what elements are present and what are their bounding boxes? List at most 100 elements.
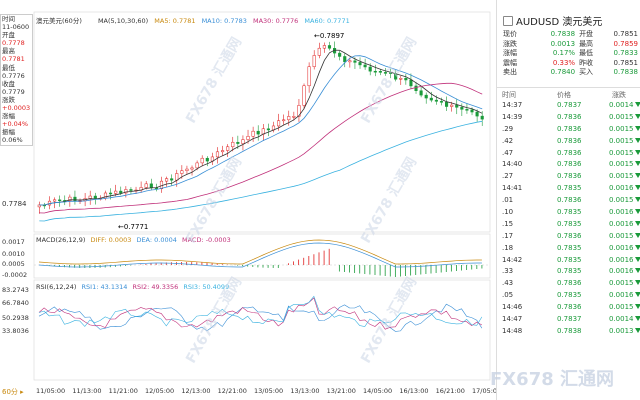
rsi-label: RSI(6,12,24) [36,283,77,291]
chart-area[interactable]: ←0.7897 ←0.7771 0.7784 0.0017 0.0010 0.0005 -0… [0,0,496,400]
candle-body [149,183,153,189]
info-value: 0.7779 [2,87,25,96]
trade-header-change: 涨跌 [612,91,626,99]
candle-body [470,109,474,113]
trade-price: 0.7835 [557,184,582,193]
window-icon[interactable] [503,16,513,26]
trade-price: 0.7837 [557,315,582,324]
quote-value: 0.7838 [613,68,639,77]
candle-body [221,150,225,153]
candle-body [480,115,484,120]
candle-body [475,111,479,117]
candle-body [327,45,332,49]
candle-body [368,66,372,72]
trade-price: 0.7836 [557,231,582,240]
candle-body [373,70,377,73]
trade-price: 0.7836 [557,112,582,121]
trade-row: .42 0.7836 0.0015 [497,136,640,148]
candle-body [114,190,118,194]
trade-row: 14:41 0.7835 0.0016 [497,183,640,195]
trade-price: 0.7837 [557,101,582,109]
trade-change: 0.0015 [609,231,640,243]
trade-list[interactable]: 14:37 0.7837 0.0014 14:39 0.7836 0.0015 .29 0.7… [497,100,640,338]
candle-body [450,104,454,107]
trade-row: .05 0.7835 0.0016 [497,290,640,302]
trade-time: .29 [502,124,514,133]
main-panel-frame [33,11,491,233]
info-value: 0.7778 [2,39,25,48]
candle-body [144,183,148,188]
x-axis-label: 12/21:00 [218,387,247,395]
candle-body [297,105,301,117]
candle-body [358,62,362,66]
candlestick-chart[interactable]: ←0.7897 ←0.7771 0.7784 0.0017 0.0010 0.0005 -0… [0,0,496,400]
candle-body [175,173,179,181]
trade-row: .47 0.7836 0.0015 [497,148,640,160]
trade-row: 14:37 0.7837 0.0014 [497,100,640,112]
low-annotation: ←0.7771 [118,223,148,231]
instrument-name: 澳元美元 [36,17,62,25]
trade-price: 0.7836 [557,172,582,181]
candle-body [424,94,428,99]
down-arrow-icon [634,316,640,322]
quote-value: 0.7851 [613,58,639,67]
trade-row: 14:42 0.7835 0.0016 [497,255,640,267]
candle-body [338,52,342,57]
quote-value: 0.0013 [550,39,576,48]
candle-body [236,141,240,144]
ma10-value: MA10: 0.7783 [201,17,247,25]
down-arrow-icon [634,268,640,274]
candle-body [226,146,230,151]
trade-time: 14:47 [502,315,523,324]
trade-change: 0.0015 [609,171,640,183]
ma30-value: MA30: 0.7776 [252,17,299,25]
candle-body [159,180,164,190]
trade-price: 0.7836 [557,279,582,288]
rsi-axis-label: 50.2938 [2,314,29,322]
x-axis-label: 13/13:00 [290,387,319,395]
candle-body [124,189,128,194]
quote-label: 开盘 [579,30,594,38]
high-annotation: ←0.7897 [314,32,344,40]
candle-body [241,139,245,144]
candle-body [322,45,326,49]
quote-table: 现价 0.7838 开盘 0.7851 涨跌 0.0013 最高 0.7859 涨幅 0.17% 最… [501,30,640,78]
candle-body [88,195,92,199]
ma60-value: MA60: 0.7771 [304,17,350,25]
trade-price: 0.7836 [557,160,582,169]
quote-value: 0.7840 [550,68,576,77]
info-label: 时间 [2,15,15,23]
ma10-line [39,55,483,206]
trade-time: 14:46 [502,303,523,312]
trade-row: 14:39 0.7836 0.0015 [497,112,640,124]
trade-change: 0.0016 [609,290,640,302]
candle-body [277,120,281,127]
down-arrow-icon [634,292,640,298]
rsi2-value: RSI2: 49.3356 [132,283,179,291]
candle-body [378,71,382,73]
trade-change: 0.0016 [609,183,640,195]
trade-time: 14:40 [502,160,523,169]
candle-body [399,78,403,80]
trade-header-price: 价格 [557,91,571,99]
down-arrow-icon [634,125,640,131]
trade-time: .27 [502,172,514,181]
trade-change: 0.0015 [609,148,640,160]
candle-body [317,47,321,56]
quote-row: 涨跌 0.0013 最高 0.7859 [501,40,640,50]
quote-value: 0.7838 [550,30,576,38]
trade-price: 0.7835 [557,291,582,300]
macd-axis-label: 0.0005 [2,260,25,268]
quote-label: 涨跌 [503,39,517,48]
period-selector-button[interactable]: 60分 ▸ [2,388,24,396]
candle-body [68,196,72,201]
macd-diff-line [38,239,482,265]
trade-time: .01 [502,196,514,205]
ma5-line [39,49,483,206]
quote-row: 震幅 0.33% 昨收 0.7851 [501,59,640,69]
x-axis-label: 11/05:00 [36,387,65,395]
price-axis-label: 0.7784 [2,200,27,208]
trade-price: 0.7836 [557,303,582,312]
trade-time: 14:42 [502,255,523,264]
trade-price: 0.7835 [557,267,582,276]
